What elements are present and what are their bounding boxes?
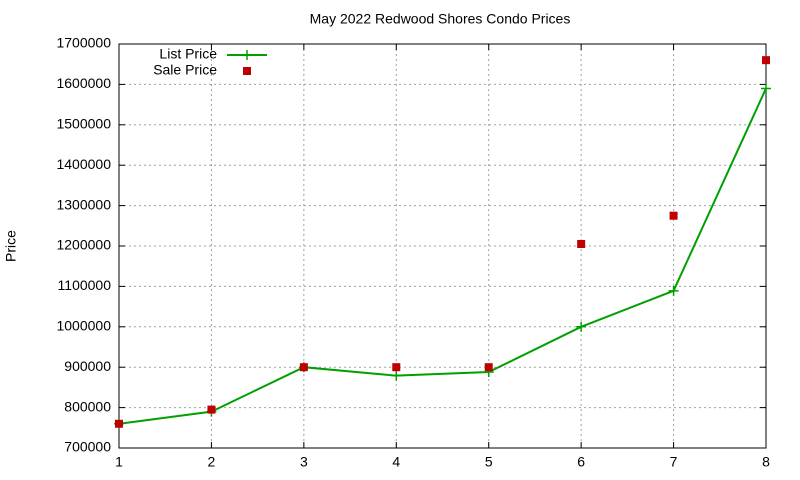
x-tick-label: 5 [485, 454, 493, 470]
data-point [761, 83, 771, 94]
y-tick-label: 700000 [64, 439, 111, 455]
data-point [299, 363, 308, 372]
legend-swatch [242, 50, 252, 60]
data-point [762, 56, 770, 65]
y-tick-label: 1700000 [56, 35, 111, 51]
data-point [668, 285, 679, 296]
x-tick-label: 8 [762, 454, 770, 470]
data-point [484, 363, 493, 372]
y-tick-label: 900000 [64, 358, 111, 374]
legend-label: Sale Price [153, 62, 217, 78]
data-point [391, 370, 402, 381]
data-point [115, 419, 123, 428]
series-line [118, 88, 767, 425]
data-point [576, 321, 587, 332]
y-tick-label: 800000 [64, 398, 111, 414]
data-point [577, 239, 586, 248]
y-tick-label: 1100000 [58, 277, 112, 293]
x-tick-label: 3 [300, 454, 308, 470]
legend-swatch [243, 67, 251, 75]
y-tick-label: 1300000 [56, 196, 111, 212]
x-tick-label: 2 [208, 454, 216, 470]
chart-title: May 2022 Redwood Shores Condo Prices [310, 11, 571, 27]
x-tick-label: 6 [577, 454, 585, 470]
x-tick-label: 4 [392, 454, 400, 470]
data-point [669, 211, 678, 220]
x-tick-label: 7 [670, 454, 678, 470]
x-tick-label: 1 [115, 454, 123, 470]
y-tick-label: 1000000 [56, 318, 111, 334]
data-point [207, 405, 216, 414]
plot-frame [118, 43, 767, 449]
legend-label: List Price [159, 46, 217, 62]
y-tick-label: 1500000 [56, 116, 111, 132]
y-tick-label: 1200000 [56, 237, 111, 253]
y-tick-label: 1600000 [56, 75, 111, 91]
data-point [392, 363, 401, 372]
y-tick-label: 1400000 [56, 156, 111, 172]
y-axis-label: Price [3, 230, 19, 262]
